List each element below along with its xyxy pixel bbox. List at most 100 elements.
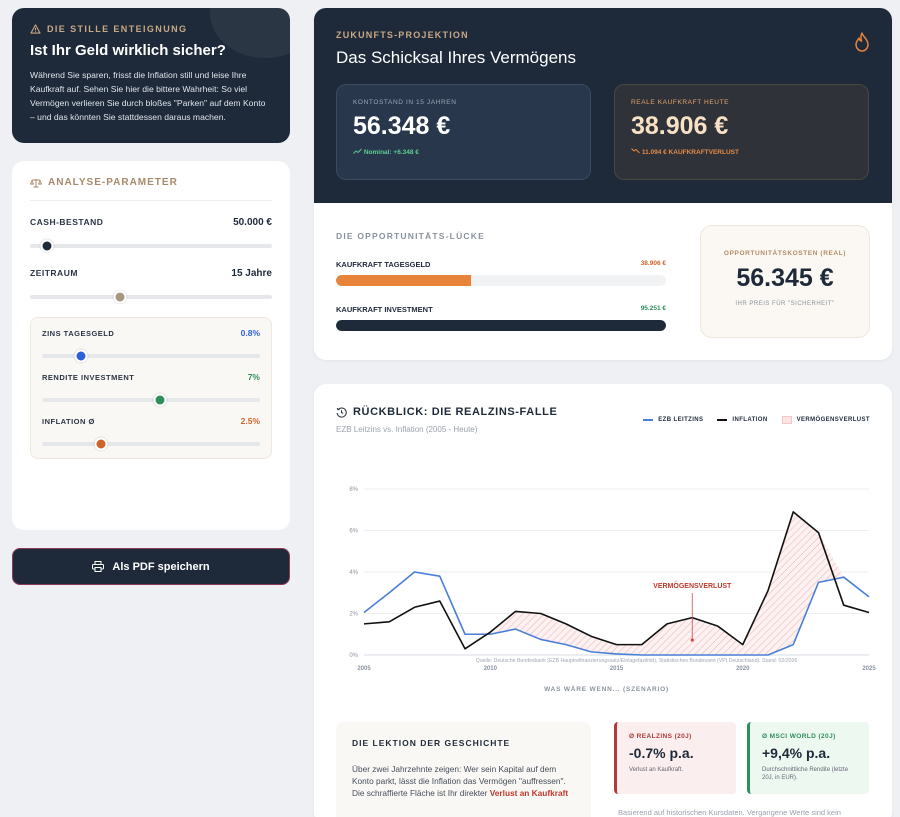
inflation-label: INFLATION Ø — [42, 417, 95, 426]
bar-cash-value: 38.906 € — [640, 260, 666, 267]
x-tick-label: 2020 — [736, 666, 750, 672]
history-clock-icon — [336, 407, 347, 418]
history-title: RÜCKBLICK: DIE REALZINS-FALLE — [336, 406, 557, 418]
period-label: ZEITRAUM — [30, 268, 78, 278]
legend-loss-label: VERMÖGENSVERLUST — [796, 417, 870, 423]
lesson-body: Über zwei Jahrzehnte zeigen: Wer sein Ka… — [352, 764, 566, 798]
y-tick-label: 0% — [349, 653, 358, 659]
flame-icon — [855, 32, 869, 52]
legend-swatch-inflation — [717, 419, 728, 421]
bar-invest-block: KAUFKRAFT INVESTMENT 95.251 € — [336, 305, 666, 331]
stat-real-label: Ø REALZINS (20J) — [629, 733, 692, 740]
projection-card: ZUKUNFTS-PROJEKTION Das Schicksal Ihres … — [314, 8, 892, 360]
y-tick-label: 6% — [349, 529, 358, 535]
inflation-value: 2.5% — [240, 416, 260, 426]
projection-header: ZUKUNFTS-PROJEKTION Das Schicksal Ihres … — [314, 8, 892, 203]
stat-msci-label: Ø MSCI WORLD (20J) — [762, 733, 836, 740]
legend-ecb-label: EZB LEITZINS — [658, 417, 704, 423]
stat-real-sub: Verlust an Kaufkraft. — [629, 767, 684, 773]
cash-slider-thumb[interactable] — [40, 239, 54, 253]
bar-invest-label: KAUFKRAFT INVESTMENT — [336, 305, 433, 314]
parameters-heading: ANALYSE-PARAMETER — [30, 177, 272, 201]
trend-down-icon — [631, 148, 640, 154]
cash-label: CASH-BESTAND — [30, 217, 104, 227]
inflation-slider[interactable] — [42, 437, 260, 451]
x-tick-label: 2025 — [862, 666, 876, 672]
scale-icon — [30, 178, 42, 187]
period-slider-row: ZEITRAUM 15 Jahre — [30, 268, 272, 304]
opportunity-value: 56.345 € — [736, 264, 834, 292]
save-pdf-button[interactable]: Als PDF speichern — [12, 548, 290, 585]
kpi-real-sub-text: 11.094 € KAUFKRAFTVERLUST — [641, 149, 739, 156]
projection-eyebrow: ZUKUNFTS-PROJEKTION — [336, 30, 469, 40]
cash-value: 50.000 € — [233, 217, 272, 228]
period-slider-thumb[interactable] — [113, 290, 127, 304]
interest-label: ZINS TAGESGELD — [42, 329, 115, 338]
legend-item-loss: VERMÖGENSVERLUST — [781, 416, 870, 424]
x-tick-label: 2010 — [484, 666, 498, 672]
interest-inflation-chart: 0% 2% 4% 6% 8% 2005 2010 2015 2020 2025 Quelle: De… — [349, 487, 876, 693]
legend-item-inflation: INFLATION — [717, 416, 767, 424]
history-title-text: RÜCKBLICK: DIE REALZINS-FALLE — [353, 406, 558, 418]
return-value: 7% — [247, 372, 260, 382]
bar-cash-fill — [336, 275, 471, 286]
y-tick-label: 2% — [349, 612, 358, 618]
parameters-heading-text: ANALYSE-PARAMETER — [48, 177, 178, 188]
stat-real-value: -0.7% p.a. — [629, 745, 694, 761]
kpi-nominal-value: 56.348 € — [353, 112, 451, 140]
return-slider-row: RENDITE INVESTMENT 7% — [42, 372, 260, 407]
inflation-slider-thumb[interactable] — [94, 437, 108, 451]
annotation-label: VERMÖGENSVERLUST — [653, 581, 732, 590]
legend-swatch-loss — [781, 416, 792, 424]
kpi-nominal-card: KONTOSTAND IN 15 JAHREN 56.348 € Nominal… — [336, 84, 591, 180]
bar-cash-label: KAUFKRAFT TAGESGELD — [336, 260, 431, 269]
return-slider[interactable] — [42, 393, 260, 407]
rates-panel: ZINS TAGESGELD 0.8% RENDITE INVESTMENT 7… — [30, 317, 272, 459]
stat-msci-value: +9,4% p.a. — [762, 745, 831, 761]
left-column: DIE STILLE ENTEIGNUNG Ist Ihr Geld wirkl… — [12, 8, 290, 585]
warning-card: DIE STILLE ENTEIGNUNG Ist Ihr Geld wirkl… — [12, 8, 290, 143]
opportunity-sub: IHR PREIS FÜR "SICHERHEIT" — [735, 301, 835, 307]
period-slider[interactable] — [30, 290, 272, 304]
chart-source-note: Quelle: Deutsche Bundesbank (EZB Hauptre… — [476, 658, 798, 664]
printer-icon — [92, 561, 105, 572]
lesson-highlight: Verlust an Kaufkraft — [489, 788, 569, 798]
inflation-slider-row: INFLATION Ø 2.5% — [42, 416, 260, 451]
period-value: 15 Jahre — [231, 268, 272, 279]
bar-cash-track — [336, 275, 666, 286]
annotation-dot — [690, 638, 694, 642]
chart-legend: EZB LEITZINS INFLATION VERMÖGENSVERLUST — [643, 416, 870, 424]
interest-slider[interactable] — [42, 349, 260, 363]
save-pdf-label: Als PDF speichern — [112, 560, 210, 573]
kpi-real-label: REALE KAUFKRAFT HEUTE — [631, 99, 730, 106]
bar-invest-value: 95.251 € — [640, 305, 666, 312]
x-tick-label: 2015 — [610, 666, 624, 672]
legend-swatch-ecb — [643, 419, 654, 421]
loss-area — [364, 511, 869, 655]
return-slider-thumb[interactable] — [153, 393, 167, 407]
warning-text: Während Sie sparen, frisst die Inflation… — [30, 70, 266, 122]
cash-slider[interactable] — [30, 239, 272, 253]
stat-real-interest: Ø REALZINS (20J) -0.7% p.a. Verlust an K… — [614, 722, 736, 794]
analysis-parameters-card: ANALYSE-PARAMETER CASH-BESTAND 50.000 € … — [12, 161, 290, 530]
lesson-card: DIE LEKTION DER GESCHICHTE Über zwei Jah… — [336, 722, 591, 817]
warning-triangle-icon — [30, 24, 41, 34]
bar-invest-track — [336, 320, 666, 331]
opportunity-label: OPPORTUNITÄTSKOSTEN (REAL) — [723, 250, 847, 257]
y-tick-label: 4% — [349, 570, 358, 576]
bar-invest-fill — [336, 320, 666, 331]
history-card: RÜCKBLICK: DIE REALZINS-FALLE EZB Leitzi… — [314, 384, 892, 817]
kpi-nominal-sub: Nominal: +6.348 € — [353, 148, 574, 156]
kpi-real-card: REALE KAUFKRAFT HEUTE 38.906 € 11.094 € … — [614, 84, 869, 180]
opportunity-cost-card: OPPORTUNITÄTSKOSTEN (REAL) 56.345 € IHR … — [700, 225, 870, 338]
stat-msci-world: Ø MSCI WORLD (20J) +9,4% p.a. Durchschni… — [747, 722, 869, 794]
warning-title: Ist Ihr Geld wirklich sicher? — [30, 42, 226, 59]
series-line-inflation — [363, 511, 870, 650]
lesson-title: DIE LEKTION DER GESCHICHTE — [352, 738, 511, 748]
interest-slider-thumb[interactable] — [74, 349, 88, 363]
bar-cash-block: KAUFKRAFT TAGESGELD 38.906 € — [336, 260, 666, 286]
kpi-real-value: 38.906 € — [631, 112, 729, 140]
x-axis-label: WAS WÄRE WENN... (SZENARIO) — [544, 685, 669, 693]
history-footnote: Basierend auf historischen Kursdaten. Ve… — [618, 808, 841, 817]
